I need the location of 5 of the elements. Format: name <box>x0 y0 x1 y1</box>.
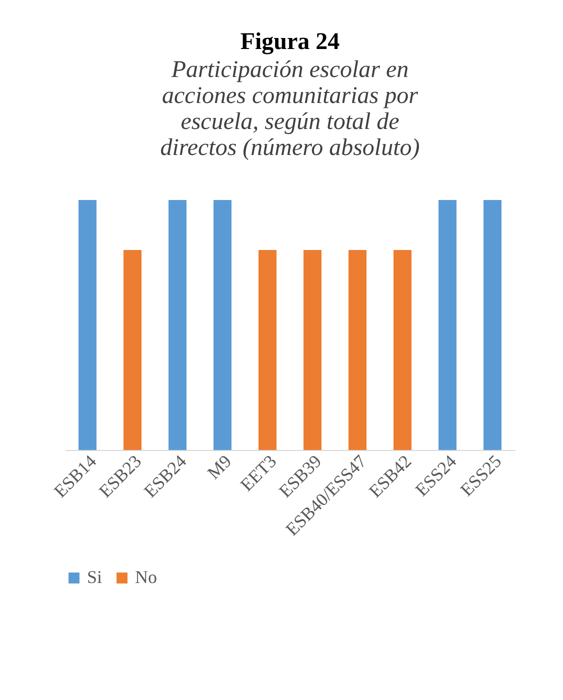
chart-subtitle: Participación escolar en acciones comunitarias por escuela, según total de directos (número absoluto) <box>160 57 420 161</box>
chart-title: Figura 24 <box>240 29 340 55</box>
legend-label: No <box>135 567 157 587</box>
legend-label: Si <box>87 567 102 587</box>
x-tick-label: M9 <box>203 451 236 483</box>
